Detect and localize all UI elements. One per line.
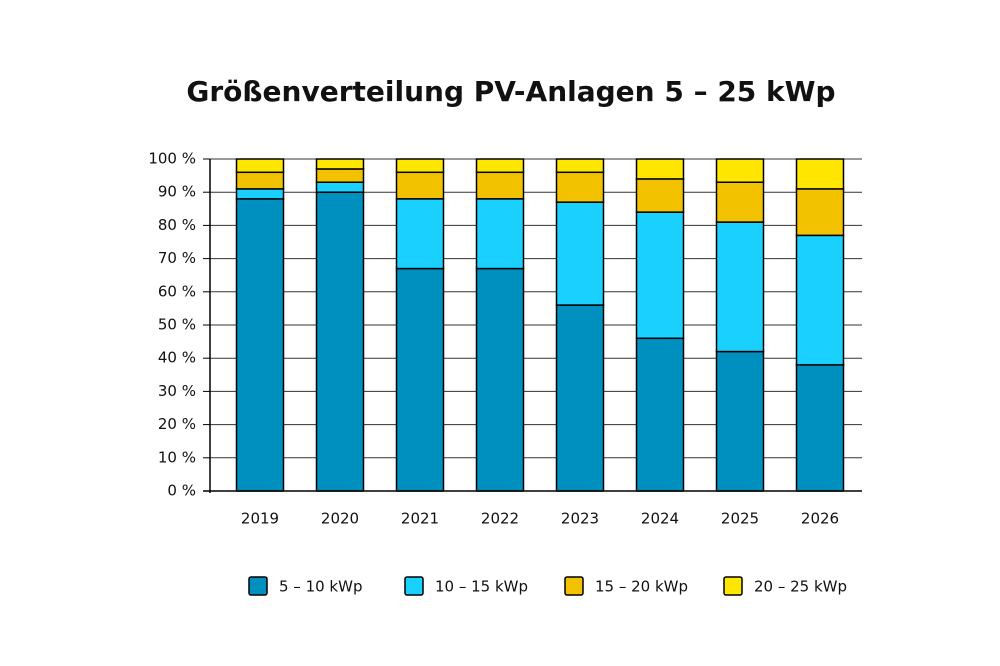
bar-segment (635, 158, 685, 180)
legend-swatch (723, 576, 743, 596)
bar-segment (715, 221, 765, 353)
y-tick-label: 80 % (158, 216, 196, 234)
bar-segment (315, 168, 365, 183)
x-tick-label: 2024 (641, 510, 679, 528)
legend-label: 5 – 10 kWp (279, 578, 362, 596)
x-tick-label: 2019 (241, 510, 279, 528)
y-tick-label: 100 % (148, 150, 196, 168)
x-tick-label: 2021 (401, 510, 439, 528)
y-tick-label: 70 % (158, 249, 196, 267)
x-tick-label: 2020 (321, 510, 359, 528)
y-tick-label: 90 % (158, 183, 196, 201)
bar-segment (475, 267, 525, 492)
bar-segment (315, 191, 365, 492)
y-tick-label: 20 % (158, 415, 196, 433)
bar-segment (235, 198, 285, 492)
bar-segment (235, 188, 285, 200)
x-tick-label: 2026 (801, 510, 839, 528)
y-tick-label: 10 % (158, 448, 196, 466)
bar-segment (715, 158, 765, 183)
y-tick-label: 60 % (158, 282, 196, 300)
bar-segment (315, 181, 365, 193)
bar-segment (795, 364, 845, 492)
bar-segment (795, 158, 845, 190)
x-tick-label: 2022 (481, 510, 519, 528)
x-tick-label: 2023 (561, 510, 599, 528)
legend-swatch (564, 576, 584, 596)
bar-segment (555, 171, 605, 203)
legend-label: 10 – 15 kWp (435, 578, 528, 596)
legend-swatch (248, 576, 268, 596)
legend-swatch (404, 576, 424, 596)
legend-label: 20 – 25 kWp (754, 578, 847, 596)
bar-segment (715, 181, 765, 223)
bar-segment (555, 158, 605, 174)
bar-segment (635, 178, 685, 213)
bar-segment (395, 171, 445, 200)
bar-segment (315, 158, 365, 170)
bar-segment (555, 201, 605, 306)
bar-segment (795, 234, 845, 366)
bar-segment (395, 267, 445, 492)
bar-segment (395, 158, 445, 174)
x-tick-label: 2025 (721, 510, 759, 528)
chart-title: Größenverteilung PV-Anlagen 5 – 25 kWp (186, 75, 835, 108)
bar-segment (635, 337, 685, 492)
bar-segment (475, 158, 525, 174)
y-tick-label: 50 % (158, 316, 196, 334)
bar-segment (715, 350, 765, 492)
legend-label: 15 – 20 kWp (595, 578, 688, 596)
bar-segment (235, 158, 285, 174)
y-tick-label: 40 % (158, 349, 196, 367)
bar-segment (635, 211, 685, 340)
bar-segment (475, 198, 525, 270)
bar-segment (555, 304, 605, 492)
bar-segment (795, 188, 845, 237)
bar-segment (235, 171, 285, 190)
bar-segment (475, 171, 525, 200)
y-tick-label: 0 % (167, 482, 196, 500)
y-tick-label: 30 % (158, 382, 196, 400)
bar-segment (395, 198, 445, 270)
